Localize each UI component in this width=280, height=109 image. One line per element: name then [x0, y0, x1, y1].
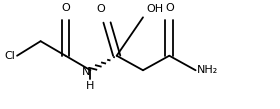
Text: NH₂: NH₂: [197, 65, 218, 75]
Text: O: O: [61, 3, 70, 13]
Text: O: O: [165, 3, 174, 13]
Text: O: O: [97, 4, 105, 14]
Text: N: N: [81, 67, 90, 77]
Text: OH: OH: [147, 4, 164, 14]
Text: Cl: Cl: [4, 51, 15, 61]
Text: H: H: [86, 81, 95, 91]
